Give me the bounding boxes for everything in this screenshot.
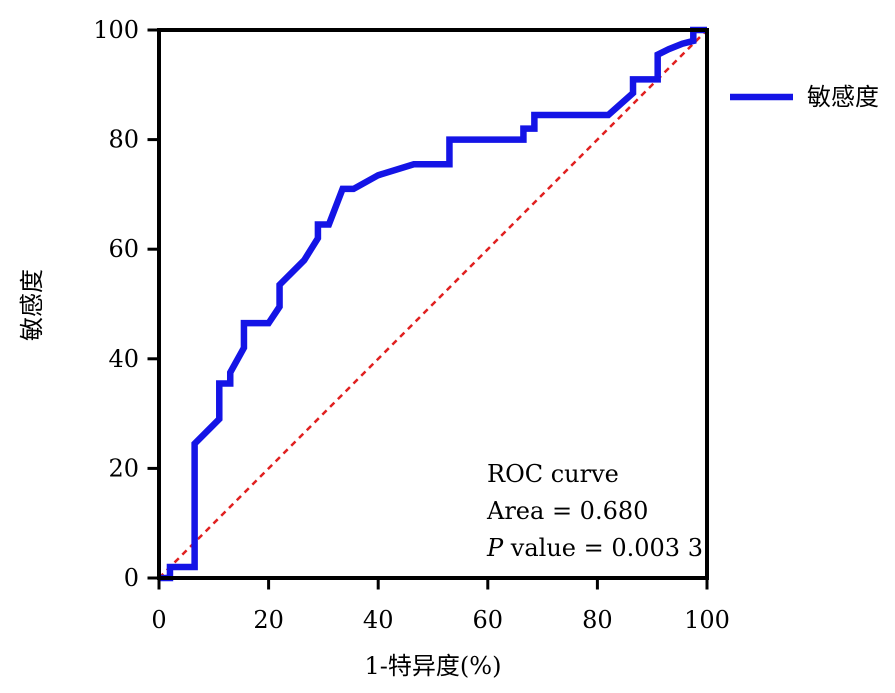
x-tick-label: 60: [473, 606, 504, 634]
reference-diagonal-line: [158, 29, 708, 579]
y-axis-title: 敏感度: [18, 269, 46, 341]
y-tick-label: 40: [108, 345, 139, 373]
x-axis-title: 1-特异度(%): [365, 652, 502, 680]
x-tick-label: 80: [582, 606, 613, 634]
x-tick-label: 40: [363, 606, 394, 634]
x-tick-label: 100: [684, 606, 730, 634]
plot-frame: [157, 28, 709, 580]
y-tick-label: 60: [108, 235, 139, 263]
legend-label: 敏感度: [807, 83, 879, 111]
y-tick-label: 100: [93, 16, 139, 44]
annotation-roc-curve: ROC curve: [487, 460, 619, 488]
y-axis-ticks: 0 20 40 60 80 100: [93, 16, 161, 592]
y-tick-label: 20: [108, 454, 139, 482]
annotation-p-rest: value = 0.003 3: [503, 534, 703, 562]
y-tick-label: 0: [124, 564, 139, 592]
annotation-p-value: P value = 0.003 3: [486, 534, 703, 562]
x-tick-label: 20: [253, 606, 284, 634]
x-tick-label: 0: [151, 606, 166, 634]
roc-curve-line: [159, 26, 707, 582]
x-axis-ticks: 0 20 40 60 80 100: [151, 576, 730, 634]
annotation-area: Area = 0.680: [486, 497, 648, 525]
annotation-p-italic: P: [486, 534, 504, 562]
y-tick-label: 80: [108, 126, 139, 154]
